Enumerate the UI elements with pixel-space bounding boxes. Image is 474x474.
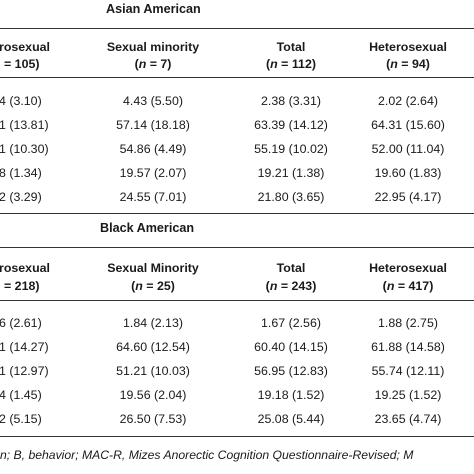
- table-cell: 23.65 (4.74): [374, 412, 442, 426]
- table-cell: 22.95 (4.17): [374, 190, 442, 204]
- table-cell: 25.08 (5.44): [257, 412, 325, 426]
- table-cell: 19.21 (1.38): [257, 166, 325, 180]
- table-cell: 52.00 (11.04): [371, 142, 445, 156]
- table-cell: 19.56 (2.04): [119, 388, 187, 402]
- col-header-total: Total: [276, 40, 306, 54]
- table-cell: 1 (13.81): [0, 118, 49, 132]
- n-count-sexual-minority: (n = 7): [134, 57, 172, 71]
- col-header-sexual-minority: Sexual minority: [106, 40, 200, 54]
- table-cell: 1.67 (2.56): [261, 316, 321, 330]
- table-cell: 26.50 (7.53): [119, 412, 187, 426]
- n-count-total: (n = 243): [265, 279, 317, 293]
- col-header-total: Total: [276, 261, 306, 275]
- table-cell: 1 (14.27): [0, 340, 49, 354]
- table-cell: 4 (3.10): [0, 94, 42, 108]
- section-divider-rule: [0, 213, 474, 214]
- header-rule-black: [0, 300, 474, 301]
- table-cell: 51.21 (10.03): [116, 364, 190, 378]
- table-cell: 64.60 (12.54): [116, 340, 190, 354]
- table-footnote: n; B, behavior; MAC-R, Mizes Anorectic C…: [0, 448, 414, 462]
- col-header-heterosexual: Heterosexual: [369, 261, 447, 275]
- n-count-total: (n = 112): [266, 57, 316, 71]
- header-rule-asian: [0, 77, 474, 78]
- table-cell: 4.43 (5.50): [123, 94, 183, 108]
- n-count-heterosexual: (n = 417): [382, 279, 434, 293]
- table-cell: 8 (1.34): [0, 166, 42, 180]
- table-cell: 55.74 (12.11): [371, 364, 445, 378]
- table-cell: 24.55 (7.01): [119, 190, 187, 204]
- table-cell: 55.19 (10.02): [254, 142, 328, 156]
- table-cell: 1 (12.97): [0, 364, 49, 378]
- table-cell: 57.14 (18.18): [116, 118, 190, 132]
- table-cell: 61.88 (14.58): [371, 340, 445, 354]
- table-cell: 21.80 (3.65): [257, 190, 325, 204]
- table-cell: 2.02 (2.64): [378, 94, 438, 108]
- table-cell: 2 (3.29): [0, 190, 42, 204]
- table-cell: 1.88 (2.75): [378, 316, 438, 330]
- n-count-partial: = 218): [4, 279, 40, 293]
- table-cell: 19.57 (2.07): [119, 166, 187, 180]
- table-cell: 1.84 (2.13): [123, 316, 183, 330]
- col-header-sexual-minority: Sexual Minority: [107, 261, 199, 275]
- top-rule-black: [0, 247, 474, 248]
- table-cell: 6 (2.61): [0, 316, 42, 330]
- table-cell: 4 (1.45): [0, 388, 42, 402]
- section-title-black: Black American: [100, 221, 195, 235]
- table-cell: 1 (10.30): [0, 142, 49, 156]
- table-cell: 19.18 (1.52): [257, 388, 325, 402]
- col-header-heterosexual: Heterosexual: [369, 40, 447, 54]
- table-cell: 19.25 (1.52): [374, 388, 442, 402]
- top-rule-asian: [0, 28, 474, 29]
- table-cell: 60.40 (14.15): [254, 340, 328, 354]
- table-cell: 54.86 (4.49): [119, 142, 187, 156]
- table-cell: 64.31 (15.60): [371, 118, 445, 132]
- n-count-heterosexual: (n = 94): [386, 57, 430, 71]
- table-cell: 2 (5.15): [0, 412, 42, 426]
- n-count-partial: = 105): [4, 57, 40, 71]
- table-cell: 56.95 (12.83): [254, 364, 328, 378]
- table-cell: 19.60 (1.83): [374, 166, 442, 180]
- table-cell: 2.38 (3.31): [261, 94, 321, 108]
- bottom-rule: [0, 436, 474, 437]
- col-header-heterosexual-partial: rosexual: [0, 40, 50, 54]
- col-header-heterosexual-partial: rosexual: [0, 261, 50, 275]
- n-count-sexual-minority: (n = 25): [131, 279, 175, 293]
- table-cell: 63.39 (14.12): [254, 118, 328, 132]
- section-title-asian: Asian American: [106, 2, 201, 16]
